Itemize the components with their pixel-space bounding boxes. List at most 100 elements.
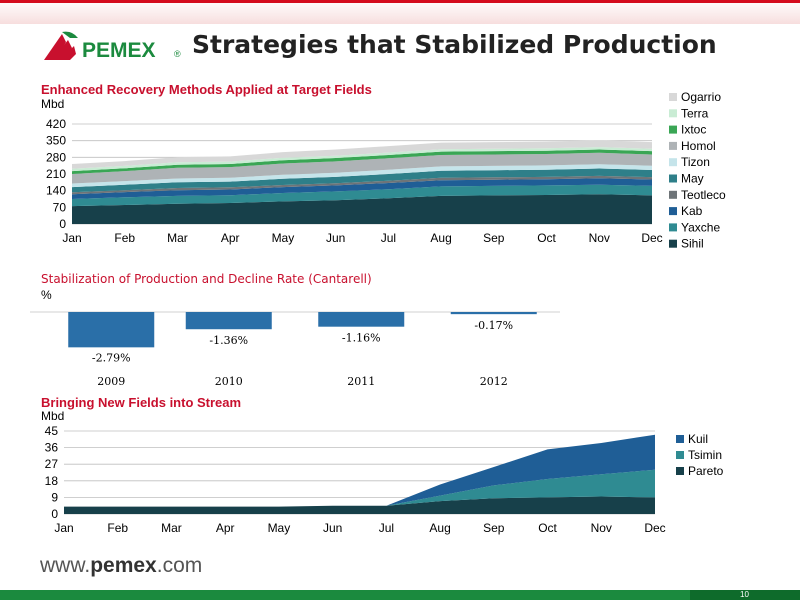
chart1-legend-label: Tizon xyxy=(681,155,710,169)
chart2-x-tick-label: 2010 xyxy=(215,375,243,388)
chart2-x-tick-label: 2011 xyxy=(347,375,375,388)
chart1-series-terra xyxy=(72,147,652,172)
chart2-bar-2010 xyxy=(185,312,272,330)
chart1-legend-label: Ixtoc xyxy=(681,123,706,137)
bottom-bar xyxy=(0,590,800,600)
chart1-y-tick-label: 210 xyxy=(46,167,66,181)
top-accent-line xyxy=(0,0,800,3)
bottom-bar-segment xyxy=(690,590,800,600)
chart1-legend-label: May xyxy=(681,172,704,186)
chart3-x-tick-label: Jul xyxy=(379,521,394,535)
chart3-y-tick-label: 0 xyxy=(51,507,58,521)
chart3-x-tick-label: Jan xyxy=(54,521,73,535)
url-prefix: www. xyxy=(40,554,91,577)
chart1-title: Enhanced Recovery Methods Applied at Tar… xyxy=(41,82,372,97)
page-number: 10 xyxy=(740,590,749,599)
chart2-bar-2011 xyxy=(318,312,405,327)
logo-text: PEMEX xyxy=(82,39,156,62)
chart1-legend-label: Ogarrio xyxy=(681,90,721,104)
chart1-legend-swatch xyxy=(669,223,677,232)
chart1-x-tick-label: Oct xyxy=(537,231,556,245)
chart1-x-tick-label: Jan xyxy=(62,231,81,245)
chart3-x-tick-label: Sep xyxy=(483,521,505,535)
chart3-y-tick-label: 36 xyxy=(45,441,59,455)
chart2-data-label: -1.36% xyxy=(209,334,248,347)
chart1-legend-swatch xyxy=(669,174,677,183)
chart1-legend-swatch xyxy=(669,239,677,248)
chart3-y-tick-label: 18 xyxy=(45,474,59,488)
chart1-x-tick-label: Nov xyxy=(589,231,610,245)
chart1-y-tick-label: 350 xyxy=(46,134,66,148)
chart1-series-yaxche xyxy=(72,184,652,207)
chart1-legend-swatch xyxy=(669,190,677,199)
chart1-legend-swatch xyxy=(669,109,677,118)
chart2-data-label: -0.17% xyxy=(474,319,513,332)
chart1-series-sihil xyxy=(72,194,652,224)
chart2-data-label: -2.79% xyxy=(92,351,131,364)
chart3-x-tick-label: Mar xyxy=(161,521,182,535)
chart1-series-ixtoc xyxy=(72,149,652,174)
chart3-x-tick-label: Nov xyxy=(591,521,612,535)
chart2-x-tick-label: 2009 xyxy=(97,375,125,388)
chart3-legend-label: Tsimin xyxy=(688,448,722,462)
chart1-legend-label: Yaxche xyxy=(681,220,720,234)
chart3-x-tick-label: Feb xyxy=(107,521,128,535)
chart1-x-tick-label: Sep xyxy=(483,231,505,245)
chart3-x-tick-label: Jun xyxy=(323,521,342,535)
chart3-x-tick-label: Dec xyxy=(644,521,665,535)
chart1-y-tick-label: 140 xyxy=(46,184,66,198)
chart1-x-tick-label: Feb xyxy=(114,231,135,245)
chart3-x-tick-label: May xyxy=(268,521,291,535)
url-suffix: .com xyxy=(156,554,203,577)
chart2-data-label: -1.16% xyxy=(342,332,381,345)
chart2-bar-2009 xyxy=(68,312,155,348)
chart1-x-tick-label: May xyxy=(272,231,295,245)
chart1-y-tick-label: 0 xyxy=(59,217,66,231)
top-band xyxy=(0,0,800,24)
chart1-series-may xyxy=(72,168,652,193)
chart3-series-pareto xyxy=(64,496,655,514)
chart3-y-tick-label: 9 xyxy=(51,490,58,504)
chart1-legend-label: Homol xyxy=(681,139,716,153)
chart3-x-tick-label: Apr xyxy=(216,521,235,535)
chart3-legend-swatch xyxy=(676,451,684,459)
chart1-x-tick-label: Apr xyxy=(221,231,240,245)
chart1-legend-swatch xyxy=(669,141,677,150)
chart3-x-tick-label: Oct xyxy=(538,521,557,535)
chart1-series-teotleco xyxy=(72,175,652,195)
chart1-series-ogarrio xyxy=(72,140,652,169)
chart2-bar-2012 xyxy=(450,312,537,315)
chart1-legend-label: Teotleco xyxy=(681,188,726,202)
chart1-x-tick-label: Jun xyxy=(326,231,345,245)
chart1-x-tick-label: Aug xyxy=(430,231,451,245)
chart3-x-tick-label: Aug xyxy=(429,521,450,535)
chart1-x-tick-label: Jul xyxy=(381,231,396,245)
chart1-x-tick-label: Mar xyxy=(167,231,188,245)
chart1-series-homol xyxy=(72,152,652,184)
chart3-legend-swatch xyxy=(676,435,684,443)
chart3-legend-label: Pareto xyxy=(688,464,724,478)
pemex-eagle-icon xyxy=(44,31,78,60)
chart3-series-tsimin xyxy=(64,469,655,507)
chart1-legend-label: Sihil xyxy=(681,237,704,251)
chart3-legend-label: Kuil xyxy=(688,432,708,446)
chart1-x-tick-label: Dec xyxy=(641,231,662,245)
chart1-legend-swatch xyxy=(669,93,677,101)
chart1-series-kab xyxy=(72,178,652,199)
chart1-legend-swatch xyxy=(669,207,677,216)
chart1-legend-label: Kab xyxy=(681,204,703,218)
chart1-legend-label: Terra xyxy=(681,106,709,120)
chart1-y-tick-label: 70 xyxy=(53,200,67,214)
url-brand: pemex xyxy=(90,554,157,577)
chart1-y-tick-label: 280 xyxy=(46,150,66,164)
chart1-y-tick-label: 420 xyxy=(46,117,66,131)
chart1-series-tizon xyxy=(72,164,652,188)
footer-url[interactable]: www.pemex.com xyxy=(40,554,202,578)
chart2-unit: % xyxy=(41,288,52,302)
chart2-title: Stabilization of Production and Decline … xyxy=(41,272,372,286)
pemex-logo: PEMEX ® xyxy=(44,31,181,62)
chart3-series-kuil xyxy=(64,434,655,507)
